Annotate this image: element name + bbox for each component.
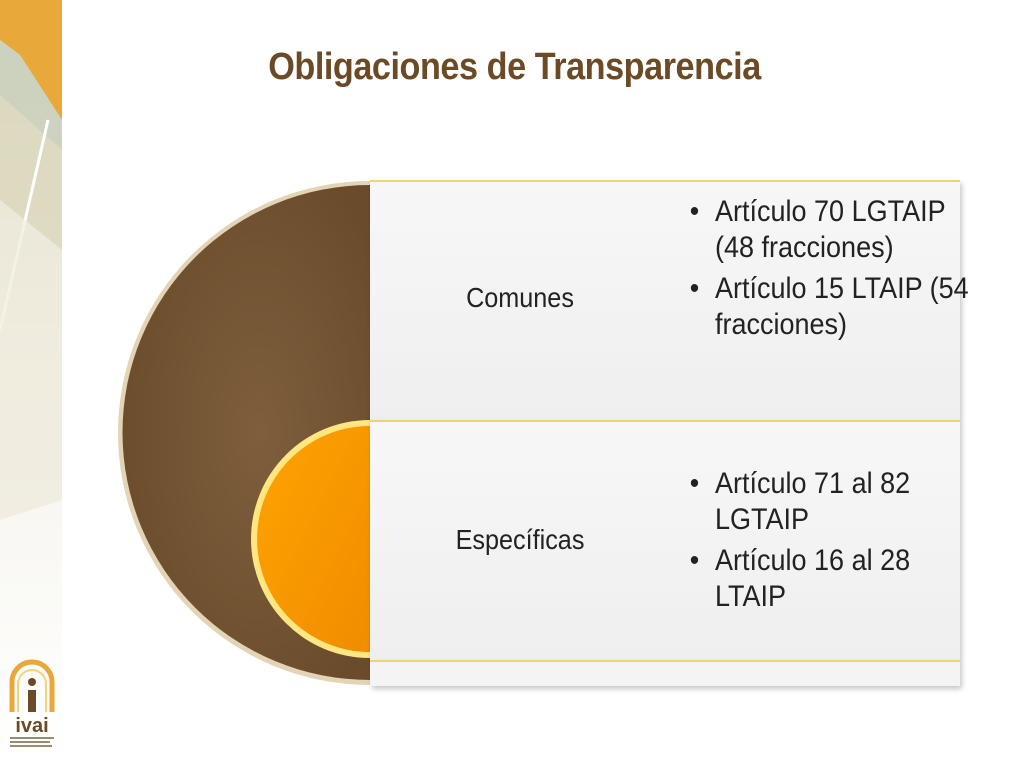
- bullet-list-comunes: • Artículo 70 LGTAIP (48 fracciones) • Art…: [688, 194, 969, 348]
- bullet-text: Artículo 15 LTAIP (54 fracciones): [715, 272, 969, 341]
- bullet-item: • Artículo 16 al 28 LTAIP: [688, 543, 972, 615]
- panel-especificas: Específicas • Artículo 71 al 82 LGTAIP • A…: [370, 420, 960, 660]
- bullet-text: Artículo 70 LGTAIP (48 fracciones): [715, 195, 946, 264]
- decorative-left-strip: [0, 0, 62, 768]
- bullet-text: Artículo 71 al 82 LGTAIP: [715, 467, 911, 536]
- inner-arc: [257, 426, 370, 652]
- bullet-item: • Artículo 15 LTAIP (54 fracciones): [688, 271, 972, 343]
- bullet-dot-icon: •: [689, 272, 700, 305]
- ivai-logo: ivai: [9, 659, 55, 747]
- svg-text:ivai: ivai: [15, 715, 48, 737]
- bullet-item: • Artículo 70 LGTAIP (48 fracciones): [688, 194, 972, 266]
- bullet-list-especificas: • Artículo 71 al 82 LGTAIP • Artículo 16 a…: [688, 466, 950, 620]
- bullet-dot-icon: •: [689, 195, 700, 228]
- panel-comunes: Comunes • Artículo 70 LGTAIP (48 fraccion…: [370, 180, 969, 420]
- category-label-comunes: Comunes: [466, 282, 574, 313]
- category-label-especificas: Específicas: [455, 524, 585, 555]
- bullet-item: • Artículo 71 al 82 LGTAIP: [688, 466, 972, 538]
- bullet-dot-icon: •: [689, 544, 700, 577]
- panel-bottom-band: [370, 660, 960, 686]
- bullet-dot-icon: •: [689, 467, 700, 500]
- slide-title: Obligaciones de Transparencia: [268, 46, 761, 88]
- bullet-text: Artículo 16 al 28 LTAIP: [715, 544, 911, 613]
